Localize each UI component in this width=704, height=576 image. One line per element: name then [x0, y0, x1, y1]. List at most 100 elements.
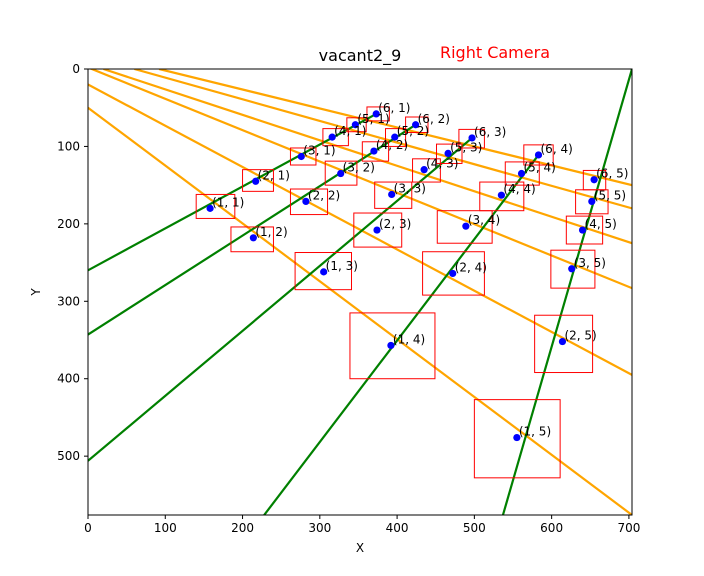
- spot-box: [405, 116, 429, 133]
- spot-box: [294, 252, 353, 291]
- spot-box: [353, 212, 403, 248]
- chart-title: vacant2_9: [319, 46, 402, 66]
- spot-box: [374, 181, 413, 209]
- point-label: (4, 4): [503, 182, 535, 196]
- spot-box: [458, 128, 485, 149]
- orange-line-2: [88, 83, 632, 376]
- x-tick-label: 600: [540, 521, 563, 535]
- spot-box: [322, 128, 349, 147]
- green-line-1: [88, 112, 377, 272]
- x-tick-label: 500: [463, 521, 486, 535]
- spot-box: [534, 314, 594, 374]
- orange-line-1: [88, 106, 632, 515]
- point-label: (5, 5): [594, 188, 626, 202]
- spot-point: [372, 110, 380, 118]
- spot-box: [385, 128, 407, 147]
- spot-box: [422, 251, 485, 296]
- spot-point: [320, 268, 328, 276]
- point-label: (6, 4): [541, 142, 573, 156]
- spot-box: [361, 141, 390, 162]
- spot-box: [523, 144, 554, 166]
- x-tick-label: 300: [308, 521, 331, 535]
- point-label: (1, 5): [519, 425, 551, 439]
- x-tick-label: 0: [84, 521, 92, 535]
- y-tick-label: 100: [57, 139, 80, 153]
- spot-point: [412, 121, 420, 129]
- boxes-layer: [195, 106, 609, 479]
- spot-point: [337, 169, 345, 178]
- x-tick-label: 700: [617, 521, 640, 535]
- points-layer: [206, 110, 598, 442]
- spot-point: [513, 433, 521, 442]
- point-label: (4, 5): [585, 217, 617, 231]
- spot-box: [289, 188, 329, 216]
- spot-box: [582, 169, 607, 191]
- spot-point: [328, 133, 336, 141]
- point-label: (6, 3): [474, 125, 506, 139]
- spot-point: [534, 151, 543, 159]
- point-label: (6, 5): [596, 167, 628, 181]
- green-line-5: [501, 69, 632, 515]
- point-label: (3, 1): [303, 143, 335, 157]
- spot-point: [388, 190, 396, 199]
- orange-line-6: [158, 69, 632, 187]
- spot-box: [289, 147, 317, 166]
- y-axis: 0 100 200 300 400 500: [57, 62, 88, 463]
- spot-point: [387, 341, 395, 350]
- spot-box: [412, 158, 441, 183]
- spot-box: [242, 169, 274, 192]
- spot-point: [497, 191, 506, 199]
- point-label: (2, 2): [308, 188, 340, 202]
- green-line-2: [88, 123, 417, 336]
- spot-point: [517, 169, 526, 178]
- point-label: (1, 1): [212, 195, 244, 209]
- point-label: (1, 4): [393, 332, 425, 346]
- labels-layer: (1, 1) (1, 2) (1, 3) (1, 4) (1, 5) (2, 1) (2, …: [212, 101, 628, 439]
- point-label: (6, 2): [418, 112, 450, 126]
- spot-point: [568, 265, 576, 273]
- plot-area: (1, 1) (1, 2) (1, 3) (1, 4) (1, 5) (2, 1) (2, …: [87, 68, 633, 516]
- spot-box: [346, 117, 367, 133]
- spot-box: [504, 161, 540, 186]
- x-axis: 0 100 200 300 400 500 600 700: [84, 515, 640, 535]
- point-label: (5, 1): [357, 112, 389, 126]
- lines-layer: [88, 69, 632, 515]
- chart-subtitle: Right Camera: [440, 43, 550, 62]
- point-label: (5, 3): [450, 140, 482, 154]
- point-label: (1, 2): [255, 225, 287, 239]
- point-label: (2, 5): [564, 329, 596, 343]
- spot-point: [578, 226, 587, 234]
- spot-box: [324, 160, 358, 186]
- green-line-3: [88, 137, 473, 462]
- spot-point: [302, 197, 310, 206]
- y-axis-label: Y: [29, 288, 43, 297]
- spot-point: [558, 337, 567, 346]
- spot-box: [473, 399, 561, 479]
- point-label: (3, 2): [343, 161, 375, 175]
- x-tick-label: 400: [386, 521, 409, 535]
- spot-box: [195, 193, 236, 219]
- spot-point: [590, 176, 598, 184]
- spot-point: [351, 121, 359, 129]
- point-label: (1, 3): [326, 259, 358, 273]
- spot-box: [436, 143, 463, 164]
- y-tick-label: 200: [57, 217, 80, 231]
- spot-box: [565, 215, 604, 245]
- point-label: (2, 3): [379, 217, 411, 231]
- spot-point: [449, 269, 457, 278]
- spot-point: [462, 222, 470, 230]
- y-tick-label: 500: [57, 449, 80, 463]
- point-label: (4, 1): [334, 124, 366, 138]
- point-label: (2, 1): [258, 168, 290, 182]
- point-label: (3, 5): [574, 256, 606, 270]
- spot-point: [444, 149, 452, 157]
- spot-point: [391, 133, 399, 141]
- spot-box: [436, 210, 493, 244]
- orange-line-3: [88, 69, 632, 290]
- x-axis-label: X: [356, 541, 364, 555]
- spot-point: [252, 177, 260, 185]
- point-label: (6, 1): [378, 101, 410, 115]
- spot-box: [479, 181, 525, 212]
- spot-point: [249, 234, 257, 242]
